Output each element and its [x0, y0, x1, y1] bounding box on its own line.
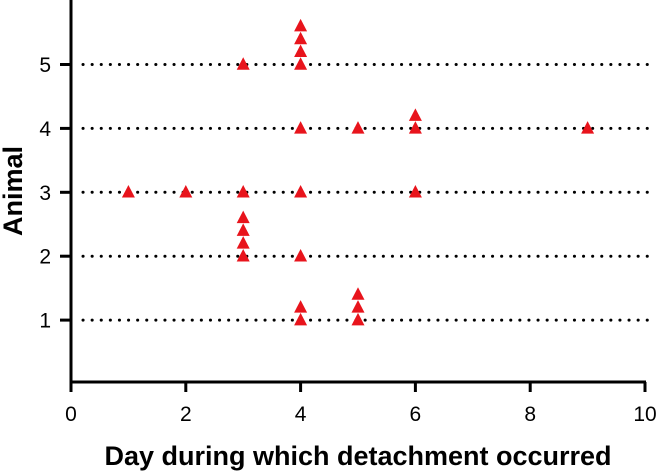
data-point-triangle	[294, 121, 308, 134]
y-tick-label: 2	[39, 246, 51, 269]
data-point-triangle	[236, 248, 250, 262]
y-axis-title: Animal	[0, 146, 28, 236]
data-point-triangle	[351, 312, 365, 326]
data-point-triangle	[294, 57, 308, 70]
data-point-triangle	[294, 312, 308, 326]
data-point-triangle	[236, 236, 250, 249]
data-point-triangle	[121, 185, 135, 198]
data-point-triangle	[294, 248, 308, 262]
x-tick-label: 2	[180, 403, 192, 426]
data-point-triangle	[294, 44, 308, 57]
y-tick-label: 1	[39, 310, 51, 333]
data-point-triangle	[236, 57, 250, 70]
x-tick-label: 8	[524, 403, 536, 426]
y-tick-label: 3	[39, 182, 51, 205]
data-point-triangle	[179, 185, 193, 198]
data-point-triangle	[236, 210, 250, 224]
y-axis-ticks: 1 2 3 4 5	[39, 54, 71, 333]
y-tick-label: 5	[39, 54, 51, 77]
data-point-triangle	[236, 223, 250, 236]
data-point-triangle	[236, 185, 250, 198]
x-axis-ticks: 0 2 4 6 8 10	[65, 382, 657, 426]
data-point-triangle	[351, 287, 365, 300]
data-point-triangle	[294, 300, 308, 313]
y-tick-label: 4	[39, 118, 51, 141]
x-tick-label: 6	[410, 403, 422, 426]
x-tick-label: 10	[633, 403, 656, 426]
data-markers	[121, 18, 595, 326]
data-point-triangle	[294, 185, 308, 198]
data-point-triangle	[581, 121, 595, 134]
data-point-triangle	[351, 121, 365, 134]
x-axis-title: Day during which detachment occurred	[104, 441, 611, 471]
data-point-triangle	[294, 31, 308, 45]
reference-lines	[81, 63, 650, 322]
x-tick-label: 0	[65, 403, 77, 426]
data-point-triangle	[408, 185, 422, 198]
data-point-triangle	[408, 121, 422, 134]
data-point-triangle	[351, 300, 365, 313]
data-point-triangle	[294, 18, 308, 32]
x-tick-label: 4	[295, 403, 307, 426]
data-point-triangle	[408, 108, 422, 121]
